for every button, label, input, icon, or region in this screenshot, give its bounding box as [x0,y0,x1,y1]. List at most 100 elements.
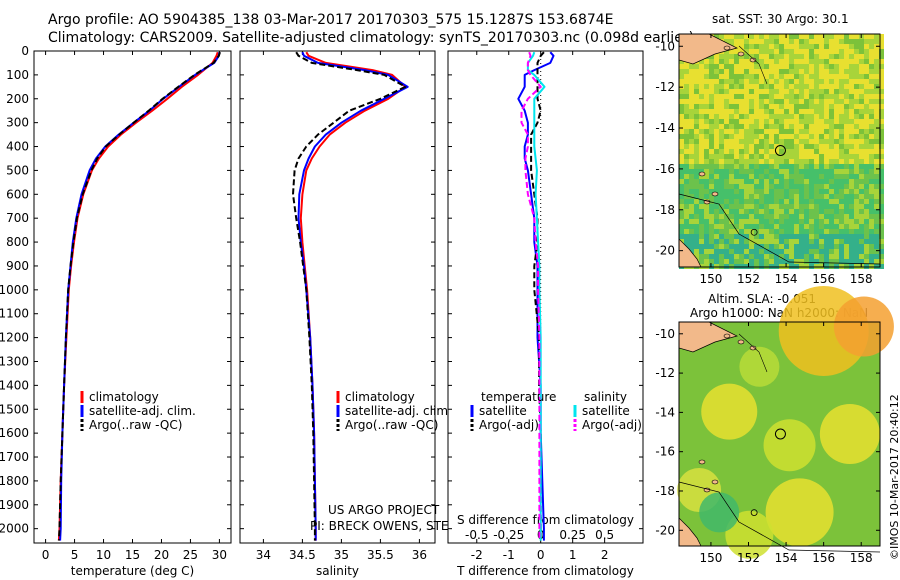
x-axis-label: temperature (deg C) [71,564,194,578]
sst-cell [684,234,689,239]
sst-cell [744,189,749,194]
sst-cell [879,109,884,114]
sst-cell [769,234,774,239]
sst-cell [744,119,749,124]
sst-cell [879,99,884,104]
sst-cell [879,124,884,129]
sst-cell [744,169,749,174]
sst-cell [739,74,744,79]
sst-cell [834,234,839,239]
sst-cell [794,154,799,159]
sst-cell [794,214,799,219]
sst-cell [764,109,769,114]
sst-cell [819,79,824,84]
sst-cell [814,164,819,169]
sst-cell [689,114,694,119]
sst-cell [809,254,814,259]
island [698,171,706,177]
sst-cell [749,204,754,209]
sst-cell [774,114,779,119]
sst-cell [684,239,689,244]
sst-cell [749,154,754,159]
sst-cell [754,229,759,234]
sst-cell [694,134,699,139]
sst-cell [684,149,689,154]
sst-cell [849,214,854,219]
sst-cell [704,89,709,94]
sst-cell [849,124,854,129]
sst-cell [844,124,849,129]
sst-cell [694,239,699,244]
sst-cell [749,164,754,169]
y-tick-label: 500 [6,163,29,177]
sst-cell [779,254,784,259]
sst-cell [814,204,819,209]
sst-cell [769,74,774,79]
sst-cell [749,99,754,104]
sst-cell [729,79,734,84]
sst-cell [859,169,864,174]
sst-cell [864,109,869,114]
sst-cell [869,159,874,164]
sst-cell [814,244,819,249]
sst-cell [774,139,779,144]
sst-cell [824,44,829,49]
sst-cell [764,249,769,254]
sst-cell [794,54,799,59]
sst-cell [774,109,779,114]
sst-cell [789,179,794,184]
sst-cell [809,219,814,224]
sst-cell [834,259,839,264]
sst-cell [764,79,769,84]
sst-cell [694,229,699,234]
sst-cell [869,224,874,229]
sst-cell [704,124,709,129]
sst-cell [724,199,729,204]
sst-cell [704,239,709,244]
sst-cell [839,34,844,39]
sst-cell [719,214,724,219]
sst-cell [844,79,849,84]
sst-cell [749,214,754,219]
sst-cell [804,184,809,189]
sst-cell [839,44,844,49]
sst-cell [784,139,789,144]
sst-cell [834,129,839,134]
sst-cell [794,74,799,79]
sst-cell [784,44,789,49]
sst-cell [824,134,829,139]
sst-cell [779,94,784,99]
sst-cell [699,129,704,134]
sst-cell [744,154,749,159]
sst-cell [869,214,874,219]
sst-cell [834,154,839,159]
sst-cell [849,164,854,169]
sst-cell [874,204,879,209]
sst-cell [694,199,699,204]
sst-cell [774,229,779,234]
sst-cell [864,249,869,254]
sst-cell [769,109,774,114]
sst-cell [824,209,829,214]
sst-cell [829,64,834,69]
y-tick-label: 1400 [0,378,29,392]
sst-cell [849,249,854,254]
sst-cell [779,174,784,179]
sst-cell [764,129,769,134]
x-tick-label: 10 [96,548,111,562]
sst-cell [704,229,709,234]
sst-cell [869,219,874,224]
sst-cell [699,104,704,109]
sst-cell [719,244,724,249]
sst-cell [864,259,869,264]
sst-cell [684,174,689,179]
sst-cell [759,259,764,264]
sst-cell [829,114,834,119]
sst-cell [794,199,799,204]
sst-cell [749,149,754,154]
sst-cell [734,199,739,204]
sst-cell [734,89,739,94]
sst-cell [709,224,714,229]
sst-cell [704,259,709,264]
sst-cell [839,74,844,79]
